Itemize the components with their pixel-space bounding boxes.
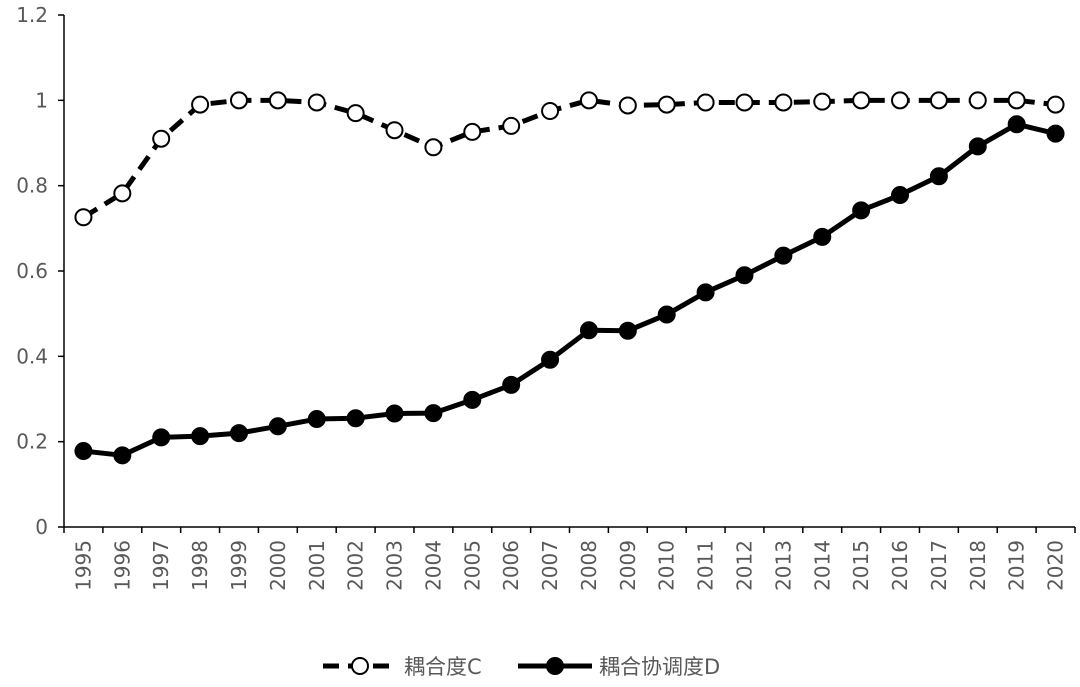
- data-point-c: [463, 122, 482, 141]
- y-axis: 0 0.2 0.4 0.6 0.8 1 1.2: [16, 3, 65, 539]
- data-point-d: [385, 404, 404, 423]
- data-point-c: [579, 91, 598, 110]
- series-c-line-group: [74, 91, 1065, 227]
- data-point-d: [541, 350, 560, 369]
- x-tick-label: 2001: [305, 540, 329, 591]
- data-point-c: [852, 91, 871, 110]
- data-point-d: [735, 266, 754, 285]
- data-point-d: [1007, 115, 1026, 134]
- data-point-d: [852, 201, 871, 220]
- data-point-d: [307, 410, 326, 429]
- data-point-c: [307, 93, 326, 112]
- legend-d-label: 耦合协调度D: [599, 655, 720, 679]
- data-point-c: [1046, 95, 1065, 114]
- x-tick-label: 1997: [149, 540, 173, 591]
- x-tick-label: 2004: [421, 540, 445, 591]
- x-tick-label: 1996: [110, 540, 134, 591]
- data-point-d: [113, 446, 132, 465]
- data-point-c: [1007, 91, 1026, 110]
- x-tick-label: 2007: [538, 540, 562, 591]
- x-tick-label: 2015: [849, 540, 873, 591]
- data-point-d: [891, 186, 910, 205]
- data-point-d: [346, 409, 365, 428]
- data-point-d: [1046, 124, 1065, 143]
- data-point-c: [813, 92, 832, 111]
- data-point-d: [813, 227, 832, 246]
- data-point-d: [502, 375, 521, 394]
- data-point-c: [968, 91, 987, 110]
- data-point-d: [968, 137, 987, 156]
- legend-c-label: 耦合度C: [404, 655, 482, 679]
- data-point-c: [346, 104, 365, 123]
- data-point-d: [229, 424, 248, 443]
- legend-d-marker: [546, 657, 564, 675]
- x-tick-label: 2019: [1005, 540, 1029, 591]
- legend: 耦合度C 耦合协调度D: [323, 655, 720, 679]
- x-tick-label: 1995: [71, 540, 95, 591]
- x-tick-label: 2008: [577, 540, 601, 591]
- data-point-d: [191, 427, 210, 446]
- y-tick-label: 0.6: [16, 259, 48, 283]
- data-point-c: [657, 95, 676, 114]
- legend-c-marker: [351, 657, 369, 675]
- x-tick-label: 2006: [499, 540, 523, 591]
- data-point-d: [152, 428, 171, 447]
- data-point-d: [424, 404, 443, 423]
- data-point-c: [891, 91, 910, 110]
- data-point-c: [191, 95, 210, 114]
- data-point-c: [502, 116, 521, 135]
- data-point-d: [696, 283, 715, 302]
- data-point-c: [424, 138, 443, 157]
- data-point-d: [657, 305, 676, 324]
- data-point-d: [774, 246, 793, 265]
- x-tick-label: 2018: [966, 540, 990, 591]
- data-point-c: [113, 184, 132, 203]
- x-tick-label: 1998: [188, 540, 212, 591]
- data-point-c: [696, 93, 715, 112]
- data-point-c: [735, 93, 754, 112]
- data-point-c: [74, 208, 93, 227]
- y-tick-label: 0.8: [16, 174, 48, 198]
- x-tick-label: 2013: [771, 540, 795, 591]
- data-point-d: [618, 321, 637, 340]
- y-tick-label: 0.2: [16, 430, 48, 454]
- y-tick-label: 0.4: [16, 344, 48, 368]
- data-point-c: [541, 102, 560, 120]
- data-point-d: [929, 167, 948, 186]
- x-tick-label: 2000: [266, 540, 290, 591]
- data-point-c: [618, 96, 637, 115]
- data-point-d: [463, 390, 482, 409]
- x-tick-label: 2012: [732, 540, 756, 591]
- x-axis: 1995 1996 1997 1998 1999 2000 2001 2002 2003 2004…: [63, 526, 1076, 591]
- y-tick-label: 0: [35, 515, 48, 539]
- data-point-c: [268, 91, 287, 110]
- x-tick-label: 2009: [616, 540, 640, 591]
- x-tick-label: 2002: [344, 540, 368, 591]
- x-tick-label: 2003: [383, 540, 407, 591]
- data-point-c: [774, 93, 793, 112]
- x-tick-label: 2011: [694, 540, 718, 591]
- x-tick-label: 2017: [927, 540, 951, 591]
- data-point-c: [385, 121, 404, 140]
- x-tick-label: 2010: [655, 540, 679, 591]
- x-tick-label: 2014: [810, 540, 834, 591]
- x-tick-label: 2016: [888, 540, 912, 591]
- data-point-c: [152, 129, 171, 148]
- data-point-d: [74, 442, 93, 461]
- y-tick-label: 1.2: [16, 3, 48, 27]
- y-tick-label: 1: [35, 88, 48, 112]
- series-line-c: [82, 97, 1056, 220]
- x-tick-label: 2020: [1044, 540, 1068, 591]
- x-tick-label: 2005: [460, 540, 484, 591]
- x-tick-label: 1999: [227, 540, 251, 591]
- data-point-d: [268, 417, 287, 436]
- data-point-d: [579, 321, 598, 340]
- data-point-c: [229, 91, 248, 110]
- series-d-line-group: [74, 115, 1065, 465]
- data-point-c: [929, 91, 948, 110]
- series-line-d: [83, 121, 1057, 458]
